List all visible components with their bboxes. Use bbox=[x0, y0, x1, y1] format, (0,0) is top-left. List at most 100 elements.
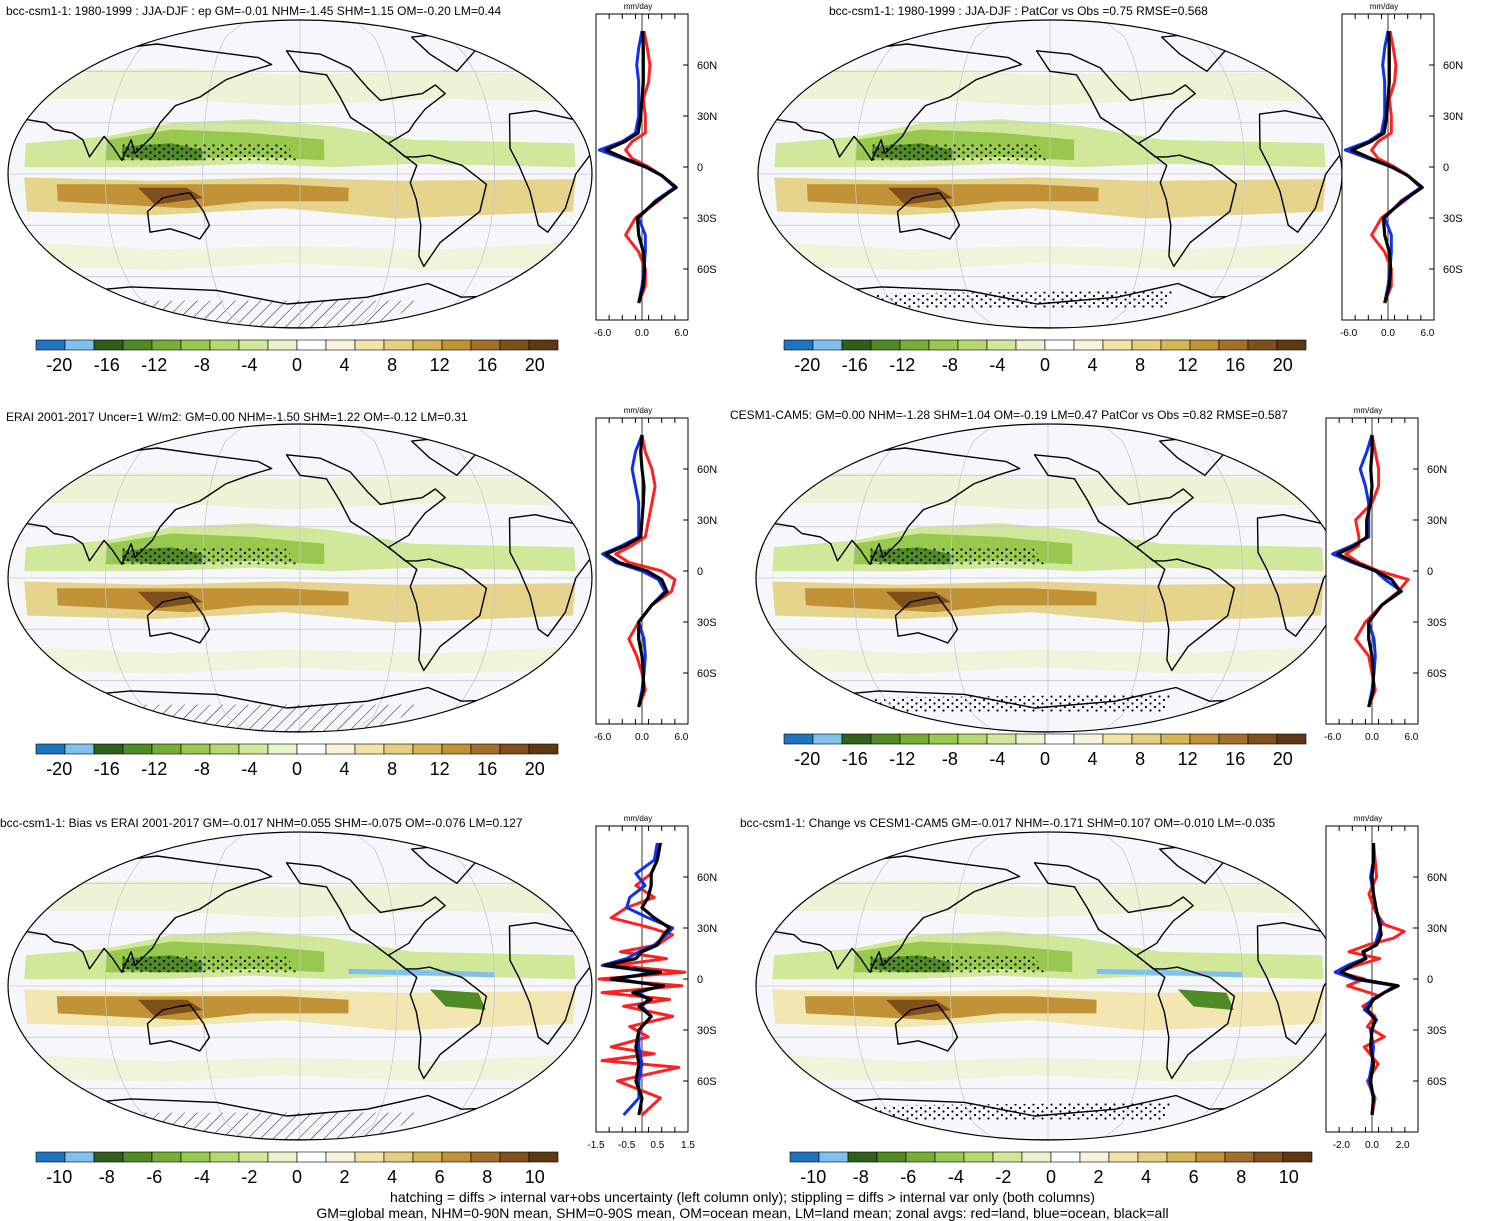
lat-tick-label: 30S bbox=[697, 213, 717, 225]
colorbar: -20 -16 -12 -8 -4 0 4 8 12 16 20 bbox=[783, 733, 1307, 769]
panel-title: bcc-csm1-1: 1980-1999 : JJA-DJF : ep GM=… bbox=[6, 4, 502, 18]
colorbar-label: 20 bbox=[1273, 355, 1293, 375]
units-label: mm/day bbox=[624, 814, 652, 823]
colorbar-label: -16 bbox=[94, 355, 120, 375]
zonal-mean-chart: mm/day 60N 30N 0 30S 60S -6.0 0.0 6.0 bbox=[594, 406, 717, 743]
graticule bbox=[758, 20, 1342, 328]
footnote-line-2: GM=global mean, NHM=0-90N mean, SHM=0-90… bbox=[316, 1205, 1169, 1221]
map-view bbox=[755, 423, 1341, 733]
longitude-line bbox=[1103, 20, 1148, 328]
colorbar-label: -12 bbox=[889, 355, 915, 375]
zonal-line-all bbox=[1336, 435, 1402, 708]
colorbar-label: 4 bbox=[387, 1167, 397, 1187]
coastlines bbox=[18, 845, 592, 1140]
midlat-wash bbox=[22, 471, 580, 510]
colorbar-label: -12 bbox=[141, 759, 167, 779]
x-tick-label: -6.0 bbox=[1340, 328, 1358, 339]
colorbar: -10 -8 -6 -4 -2 0 2 4 6 8 10 bbox=[789, 1151, 1313, 1187]
lat-tick-label: 60S bbox=[1443, 264, 1463, 276]
longitude-line bbox=[950, 832, 995, 1140]
colorbar-label: 12 bbox=[430, 355, 450, 375]
colorbar-box bbox=[238, 339, 269, 351]
coastline-eurasia bbox=[18, 855, 273, 973]
colorbar-box bbox=[818, 1151, 849, 1163]
stippling-region bbox=[869, 955, 1048, 973]
longitude-line bbox=[104, 424, 194, 732]
zonal-mean-chart: mm/day 60N 30N 0 30S 60S -6.0 0.0 6.0 bbox=[1340, 2, 1463, 339]
coastline-antarctica bbox=[53, 282, 547, 328]
panel-bias-vs-erai: bcc-csm1-1: Bias vs ERAI 2001-2017 GM=-0… bbox=[0, 812, 740, 1187]
colorbar-box bbox=[1137, 1151, 1168, 1163]
colorbar-box bbox=[789, 1151, 820, 1163]
colorbar-label: 4 bbox=[1088, 355, 1098, 375]
colorbar-label: -4 bbox=[241, 355, 257, 375]
colorbar-box bbox=[1044, 339, 1075, 351]
longitude-line bbox=[852, 424, 942, 732]
field-layer bbox=[758, 20, 1342, 328]
colorbar-box bbox=[1160, 339, 1191, 351]
coastline-australia bbox=[894, 596, 959, 644]
longitude-line bbox=[202, 832, 247, 1140]
field-layer bbox=[8, 832, 592, 1140]
graticule bbox=[756, 832, 1340, 1140]
colorbar-box bbox=[238, 743, 269, 755]
colorbar-box bbox=[441, 1151, 472, 1163]
colorbar-box bbox=[876, 1151, 907, 1163]
colorbar-box bbox=[1015, 733, 1046, 745]
colorbar-box bbox=[209, 743, 240, 755]
coastline-antarctica bbox=[801, 1094, 1295, 1140]
x-tick-label: 0.5 bbox=[650, 1140, 664, 1151]
colorbar-box bbox=[1282, 1151, 1313, 1163]
colorbar-box bbox=[296, 339, 327, 351]
coastline-eurasia bbox=[768, 43, 1023, 161]
hatching-region bbox=[127, 1112, 420, 1140]
colorbar-box bbox=[1253, 1151, 1284, 1163]
colorbar-box bbox=[528, 1151, 559, 1163]
colorbar-box bbox=[325, 1151, 356, 1163]
colorbar-box bbox=[180, 1151, 211, 1163]
colorbar-box bbox=[957, 733, 988, 745]
colorbar-box bbox=[963, 1151, 994, 1163]
colorbar-label: -4 bbox=[948, 1167, 964, 1187]
lat-tick-label: 60S bbox=[697, 264, 717, 276]
colorbar-label: 10 bbox=[1279, 1167, 1299, 1187]
longitude-line bbox=[1101, 424, 1146, 732]
colorbar-box bbox=[93, 339, 124, 351]
units-label: mm/day bbox=[624, 2, 652, 11]
colorbar-label: -8 bbox=[942, 355, 958, 375]
coastline-americas bbox=[1035, 50, 1238, 268]
colorbar-label: 16 bbox=[1225, 749, 1245, 769]
lat-tick-label: 0 bbox=[697, 162, 703, 174]
colorbar-box bbox=[441, 743, 472, 755]
zonal-line-all bbox=[604, 434, 669, 708]
colorbar-box bbox=[1108, 1151, 1139, 1163]
longitude-line bbox=[104, 20, 194, 328]
colorbar-box bbox=[64, 1151, 95, 1163]
panel-title: bcc-csm1-1: 1980-1999 : JJA-DJF : PatCor… bbox=[829, 4, 1208, 18]
colorbar-box bbox=[928, 339, 959, 351]
colorbar-box bbox=[1079, 1151, 1110, 1163]
colorbar-label: -12 bbox=[141, 355, 167, 375]
midlat-wash bbox=[22, 67, 580, 106]
lat-tick-label: 30S bbox=[697, 617, 717, 629]
colorbar-box bbox=[267, 1151, 298, 1163]
colorbar-box bbox=[93, 1151, 124, 1163]
midlat-wash bbox=[772, 67, 1330, 106]
panel-title: bcc-csm1-1: Bias vs ERAI 2001-2017 GM=-0… bbox=[0, 816, 523, 830]
panel-title: bcc-csm1-1: Change vs CESM1-CAM5 GM=-0.0… bbox=[740, 816, 1276, 830]
colorbar-box bbox=[1276, 733, 1307, 745]
colorbar-box bbox=[1131, 339, 1162, 351]
zonal-mean-chart: mm/day 60N 30N 0 30S 60S -6.0 0.0 6.0 bbox=[1324, 406, 1447, 743]
colorbar-label: -20 bbox=[794, 355, 820, 375]
lat-tick-label: 60S bbox=[1427, 1076, 1447, 1088]
colorbar-label: 12 bbox=[1178, 749, 1198, 769]
lat-tick-label: 0 bbox=[1427, 974, 1433, 986]
lat-tick-label: 60N bbox=[697, 464, 717, 476]
x-tick-label: 6.0 bbox=[674, 732, 688, 743]
colorbar-label: -20 bbox=[46, 759, 72, 779]
map-view bbox=[7, 423, 593, 733]
lat-tick-label: 30S bbox=[1427, 1025, 1447, 1037]
colorbar-box bbox=[93, 743, 124, 755]
colorbar-box bbox=[151, 743, 182, 755]
colorbar: -20 -16 -12 -8 -4 0 4 8 12 16 20 bbox=[783, 339, 1307, 375]
